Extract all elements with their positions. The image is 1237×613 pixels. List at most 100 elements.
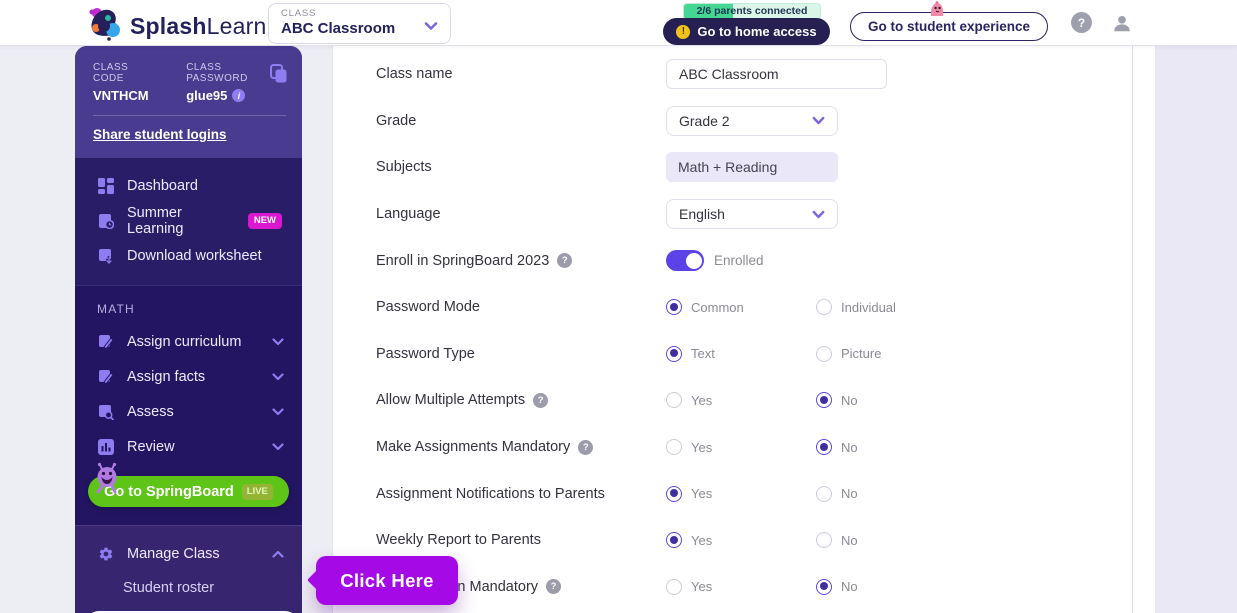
- form-row-grade: Grade Grade 2: [376, 98, 1155, 145]
- help-button[interactable]: ?: [1071, 12, 1092, 33]
- radio-selected-icon: [666, 532, 682, 549]
- sidebar-item-assign-facts[interactable]: Assign facts: [75, 359, 302, 394]
- radio-option-no[interactable]: No: [816, 392, 858, 409]
- radio-option-no[interactable]: No: [816, 485, 858, 502]
- class-code-block: CLASS CODE VNTHCM: [93, 62, 162, 103]
- sidebar: CLASS CODE VNTHCM CLASS PASSWORD glue95 i…: [75, 46, 302, 613]
- assign-facts-icon: [97, 368, 114, 385]
- sidebar-item-student-roster[interactable]: Student roster: [123, 580, 215, 596]
- radio-option-yes[interactable]: Yes: [666, 392, 816, 409]
- form-row-password-mode: Password Mode Common Individual: [376, 299, 896, 316]
- sidebar-item-class-settings[interactable]: Class settings: [85, 611, 299, 613]
- summer-learning-icon: [97, 212, 114, 229]
- dashboard-icon: [97, 177, 114, 194]
- help-icon[interactable]: ?: [557, 253, 573, 269]
- radio-option-common[interactable]: Common: [666, 299, 816, 316]
- sidebar-item-summer-learning[interactable]: Summer Learning NEW: [75, 203, 302, 238]
- pink-creature-icon: [927, 0, 947, 21]
- go-to-student-experience-button[interactable]: Go to student experience: [850, 1, 1049, 41]
- radio-option-yes[interactable]: Yes: [666, 532, 816, 549]
- sidebar-menu-top: Dashboard Summer Learning NEW Download w…: [75, 158, 302, 285]
- radio-option-text[interactable]: Text: [666, 345, 816, 362]
- form-row-language: Language English: [376, 191, 1155, 238]
- help-icon[interactable]: ?: [578, 439, 594, 455]
- radio-option-yes[interactable]: Yes: [666, 485, 816, 502]
- radio-selected-icon: [816, 392, 832, 409]
- splashlearn-splat-icon: [84, 4, 124, 49]
- sidebar-item-label: Assign facts: [127, 368, 206, 385]
- radio-unselected-icon: [816, 532, 832, 549]
- radio-selected-icon: [666, 485, 682, 502]
- sidebar-item-label: Download worksheet: [127, 247, 262, 264]
- click-here-callout[interactable]: Click Here: [316, 556, 458, 605]
- review-icon: [97, 438, 114, 455]
- parents-progress-fill: [684, 4, 733, 19]
- class-selector-dropdown[interactable]: CLASS ABC Classroom: [268, 3, 451, 44]
- class-code-value: VNTHCM: [93, 88, 149, 103]
- help-icon[interactable]: ?: [546, 579, 562, 595]
- form-row-learning-plan-mandatory: Learning Plan Mandatory? Yes No: [376, 578, 858, 595]
- springboard-enroll-toggle[interactable]: [666, 250, 704, 272]
- form-row-class-name: Class name: [376, 51, 1155, 98]
- radio-option-no[interactable]: No: [816, 578, 858, 595]
- radio-option-no[interactable]: No: [816, 532, 858, 549]
- sidebar-item-label: Assess: [127, 403, 174, 420]
- toggle-state-label: Enrolled: [714, 253, 764, 269]
- info-icon[interactable]: i: [232, 89, 246, 102]
- radio-option-yes[interactable]: Yes: [666, 439, 816, 456]
- subjects-value: Math + Reading: [666, 152, 838, 183]
- chevron-down-icon: [272, 439, 284, 455]
- sidebar-item-label: Assign curriculum: [127, 333, 242, 350]
- radio-selected-icon: [666, 345, 682, 362]
- chevron-down-icon: [272, 334, 284, 350]
- top-header: SplashLearn CLASS ABC Classroom 2/6 pare…: [0, 0, 1237, 46]
- radio-selected-icon: [816, 578, 832, 595]
- purple-monster-icon: [90, 461, 124, 500]
- chevron-down-icon: [272, 369, 284, 385]
- splashlearn-logo[interactable]: SplashLearn: [84, 4, 266, 49]
- form-row-password-type: Password Type Text Picture: [376, 345, 882, 362]
- class-settings-form: Class name Grade Grade 2 Subjects Math +…: [333, 46, 1155, 610]
- form-row-assignments-mandatory: Make Assignments Mandatory? Yes No: [376, 439, 858, 456]
- assign-curriculum-icon: [97, 333, 114, 350]
- sidebar-item-review[interactable]: Review: [75, 429, 302, 464]
- grade-select[interactable]: Grade 2: [666, 105, 838, 136]
- radio-option-picture[interactable]: Picture: [816, 345, 881, 362]
- help-icon[interactable]: ?: [533, 392, 549, 408]
- radio-option-individual[interactable]: Individual: [816, 299, 896, 316]
- sidebar-item-download-worksheet[interactable]: Download worksheet: [75, 238, 302, 273]
- class-name-input[interactable]: [666, 59, 887, 90]
- share-student-logins-link[interactable]: Share student logins: [93, 127, 227, 142]
- chevron-down-icon: [812, 117, 825, 125]
- right-rail: [1155, 46, 1237, 613]
- form-row-weekly-report: Weekly Report to Parents Yes No: [376, 532, 858, 549]
- assess-icon: [97, 403, 114, 420]
- chevron-down-icon: [812, 210, 825, 218]
- brand-wordmark: SplashLearn: [130, 13, 267, 39]
- radio-option-no[interactable]: No: [816, 439, 858, 456]
- go-to-springboard-button[interactable]: Go to SpringBoard LIVE: [88, 476, 289, 507]
- radio-option-yes[interactable]: Yes: [666, 578, 816, 595]
- radio-unselected-icon: [666, 439, 682, 456]
- form-row-springboard-enroll: Enroll in SpringBoard 2023? Enrolled: [376, 237, 1155, 284]
- sidebar-item-manage-class[interactable]: Manage Class: [75, 536, 302, 571]
- form-row-assignment-notifications: Assignment Notifications to Parents Yes …: [376, 485, 858, 502]
- chevron-up-icon: [272, 546, 284, 562]
- sidebar-math-section: MATH Assign curriculum Assign facts Asse…: [75, 285, 302, 525]
- account-avatar-button[interactable]: [1111, 12, 1132, 33]
- sidebar-item-assess[interactable]: Assess: [75, 394, 302, 429]
- radio-unselected-icon: [816, 299, 832, 316]
- manage-class-section: Manage Class Student roster Class settin…: [75, 525, 302, 613]
- radio-unselected-icon: [666, 392, 682, 409]
- copy-icon[interactable]: [270, 64, 288, 89]
- language-select[interactable]: English: [666, 199, 838, 230]
- sidebar-item-label: Summer Learning: [127, 204, 184, 237]
- go-to-home-access-button[interactable]: ! Go to home access: [663, 18, 830, 45]
- radio-unselected-icon: [816, 485, 832, 502]
- math-section-label: MATH: [97, 302, 135, 316]
- sidebar-item-label: Manage Class: [127, 545, 220, 562]
- form-row-multiple-attempts: Allow Multiple Attempts? Yes No: [376, 392, 858, 409]
- sidebar-item-dashboard[interactable]: Dashboard: [75, 168, 302, 203]
- sidebar-item-assign-curriculum[interactable]: Assign curriculum: [75, 324, 302, 359]
- class-selector-value: ABC Classroom: [281, 20, 396, 37]
